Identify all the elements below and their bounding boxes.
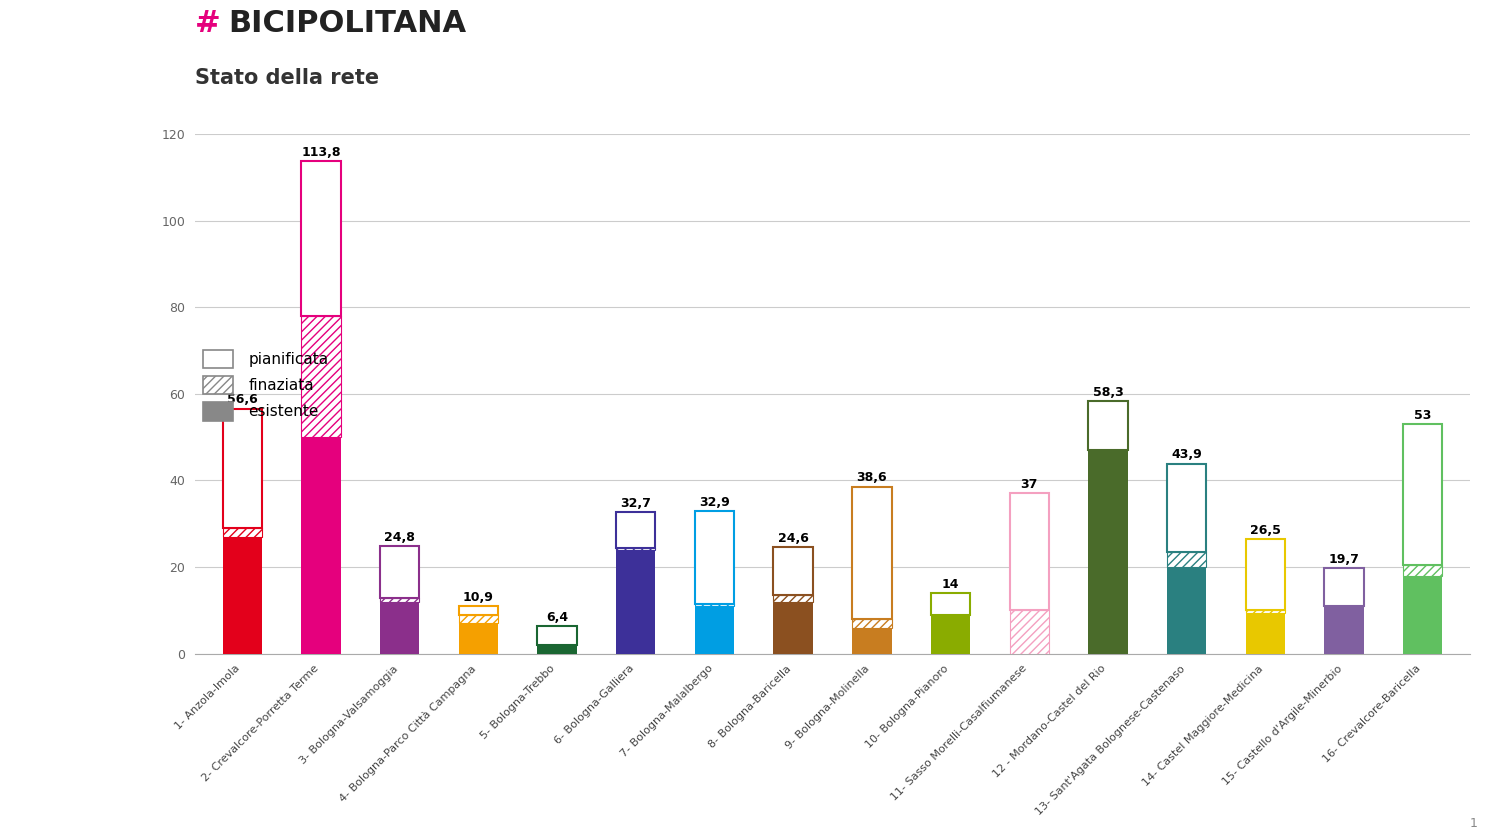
Bar (774, 547, 813, 595)
Text: Stato della rete: Stato della rete (195, 68, 380, 88)
Text: 32,7: 32,7 (621, 497, 651, 510)
Bar (1010, 494, 1048, 610)
Text: 1: 1 (1470, 816, 1478, 830)
Bar (459, 615, 498, 623)
Bar (1324, 606, 1364, 654)
Bar (1402, 424, 1443, 565)
Text: 32,9: 32,9 (699, 496, 730, 509)
Bar (302, 437, 340, 654)
Bar (302, 316, 340, 437)
Bar (459, 623, 498, 654)
Bar (774, 595, 813, 602)
Bar (1089, 401, 1128, 450)
Text: 6,4: 6,4 (546, 611, 568, 623)
Bar (1010, 610, 1048, 654)
Bar (1167, 463, 1206, 552)
Bar (1089, 450, 1128, 654)
Bar (1167, 567, 1206, 654)
Bar (774, 602, 813, 654)
Bar (459, 607, 498, 615)
Bar (222, 537, 262, 654)
Bar (852, 487, 891, 619)
Text: 56,6: 56,6 (226, 393, 258, 406)
Bar (1402, 576, 1443, 654)
Text: 19,7: 19,7 (1329, 553, 1359, 566)
Text: BICIPOLITANA: BICIPOLITANA (228, 8, 466, 38)
Bar (380, 602, 420, 654)
Bar (694, 604, 734, 606)
Text: 113,8: 113,8 (302, 146, 340, 158)
Bar (616, 547, 656, 550)
Bar (694, 606, 734, 654)
Bar (302, 161, 340, 316)
Bar (1245, 610, 1286, 613)
Text: 14: 14 (942, 578, 960, 591)
Text: #: # (195, 8, 220, 38)
Text: 43,9: 43,9 (1172, 448, 1202, 462)
Text: 37: 37 (1020, 478, 1038, 491)
Bar (1245, 613, 1286, 654)
Bar (852, 619, 891, 628)
Text: 53: 53 (1414, 409, 1431, 422)
Bar (932, 615, 970, 654)
Bar (616, 512, 656, 547)
Bar (1402, 565, 1443, 576)
Bar (380, 546, 420, 598)
Bar (932, 593, 970, 615)
Bar (222, 409, 262, 528)
Bar (537, 645, 576, 654)
Bar (1167, 552, 1206, 567)
Text: 26,5: 26,5 (1250, 524, 1281, 537)
Text: 24,8: 24,8 (384, 531, 416, 544)
Bar (852, 628, 891, 654)
Bar (1324, 568, 1364, 606)
Bar (1245, 539, 1286, 610)
Text: 58,3: 58,3 (1092, 386, 1124, 399)
Bar (222, 528, 262, 537)
Legend: pianificata, finaziata, esistente: pianificata, finaziata, esistente (202, 349, 328, 421)
Text: 10,9: 10,9 (464, 592, 494, 604)
Bar (380, 598, 420, 602)
Text: 24,6: 24,6 (777, 532, 808, 545)
Bar (616, 550, 656, 654)
Bar (537, 626, 576, 645)
Text: 38,6: 38,6 (856, 471, 886, 484)
Bar (694, 511, 734, 604)
